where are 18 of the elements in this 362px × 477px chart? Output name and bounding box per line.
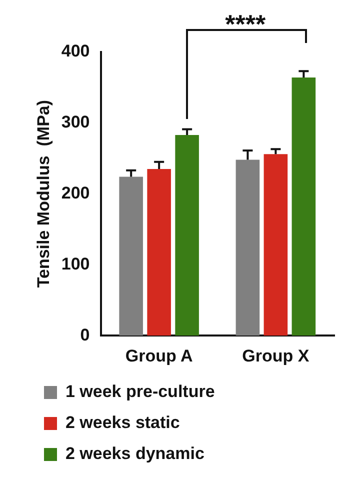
y-tick-label: 300 <box>61 112 90 132</box>
bar <box>119 176 143 336</box>
y-tick-label: 0 <box>80 325 90 344</box>
x-tick-label: Group X <box>242 346 310 366</box>
y-tick-label: 400 <box>61 42 90 61</box>
legend-label: 2 weeks static <box>66 413 180 432</box>
bar <box>147 168 171 336</box>
y-axis-title: Tensile Modulus (MPa) <box>34 100 53 288</box>
text: **** <box>225 9 266 40</box>
y-tick-label: 200 <box>61 183 90 202</box>
x-tick-label: Group A <box>125 346 193 366</box>
bar <box>264 154 288 336</box>
legend-label: 2 weeks dynamic <box>66 444 204 464</box>
legend-label: 1 week pre-culture <box>66 382 215 402</box>
bar <box>292 78 316 336</box>
bar <box>236 160 260 336</box>
bar <box>175 134 199 336</box>
y-tick-label: 100 <box>61 254 90 274</box>
